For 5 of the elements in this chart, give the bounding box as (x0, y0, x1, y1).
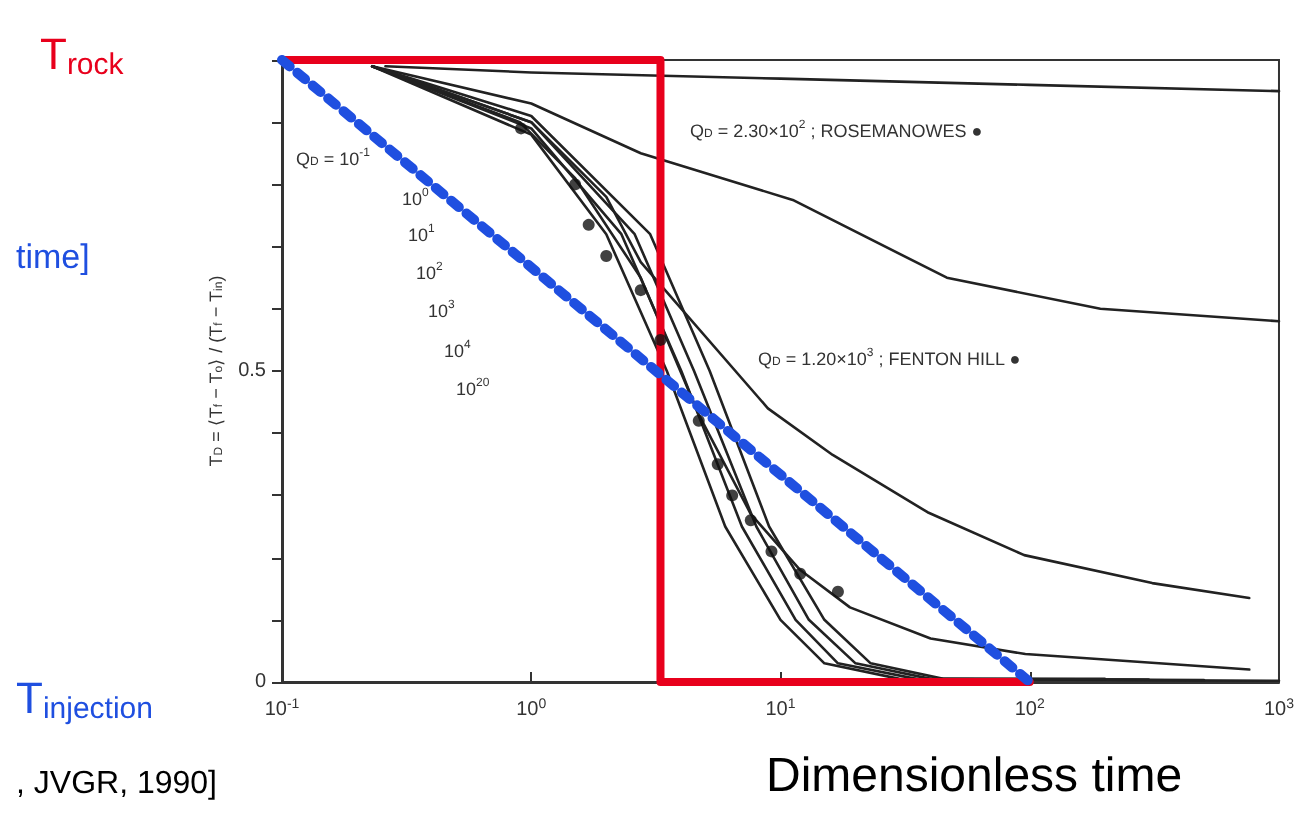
text: time] (16, 238, 90, 276)
y-tick-label: 0.5 (238, 360, 267, 382)
y-tick-label: 0 (254, 671, 267, 693)
text: , JVGR, 1990] (16, 767, 217, 801)
x-axis-title: Dimensionless time (766, 749, 1183, 803)
